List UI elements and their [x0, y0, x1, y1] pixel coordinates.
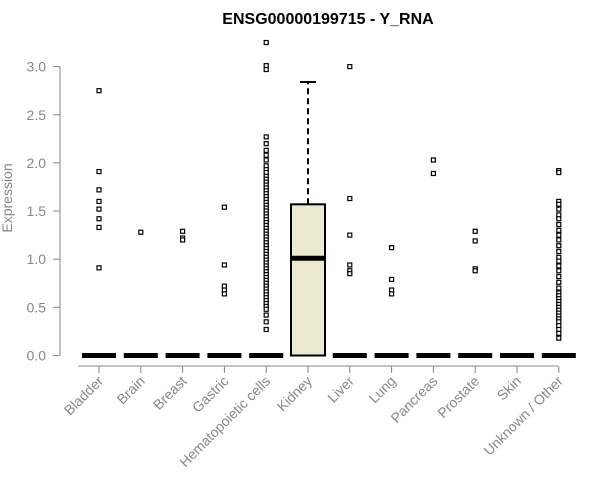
- outlier-point: [96, 224, 102, 231]
- outlier-point: [96, 216, 102, 222]
- outlier-point: [556, 237, 562, 243]
- outlier-point: [430, 170, 436, 177]
- outlier-point: [347, 195, 353, 202]
- outlier-point: [96, 88, 102, 94]
- outlier-point: [180, 237, 186, 243]
- outlier-point: [556, 169, 562, 176]
- outlier-point: [556, 279, 562, 285]
- outlier-point: [263, 157, 269, 163]
- outlier-point: [556, 285, 562, 291]
- outlier-point: [96, 168, 102, 175]
- outlier-point: [263, 141, 269, 147]
- outlier-point: [556, 248, 562, 255]
- box-group: [541, 168, 576, 358]
- box-group: [458, 228, 493, 358]
- x-tick-label: Bladder: [61, 373, 107, 419]
- x-tick-label: Lung: [365, 373, 398, 406]
- box-group: [82, 88, 116, 358]
- outlier-point: [263, 319, 269, 325]
- outlier-point: [472, 228, 478, 234]
- outlier-point: [389, 276, 395, 283]
- outlier-point: [472, 238, 478, 244]
- outlier-point: [263, 312, 269, 318]
- outlier-point: [556, 201, 562, 207]
- box-group: [207, 204, 242, 358]
- outlier-point: [263, 39, 269, 46]
- x-tick-label: Unknown / Other: [480, 373, 566, 459]
- y-axis-label: Expression: [0, 163, 15, 232]
- outlier-point: [556, 221, 562, 228]
- y-tick-label: 2.0: [27, 155, 47, 171]
- box-group: [165, 228, 200, 358]
- box-group: [374, 245, 409, 358]
- box-group: [249, 39, 284, 358]
- outlier-point: [556, 263, 562, 269]
- chart-title: ENSG00000199715 - Y_RNA: [222, 11, 434, 28]
- outlier-point: [556, 273, 562, 280]
- plot-marks: [82, 39, 576, 358]
- outlier-point: [556, 216, 562, 222]
- outlier-point: [263, 306, 269, 312]
- x-tick-label: Liver: [324, 373, 357, 406]
- box-group: [416, 157, 451, 358]
- outlier-point: [556, 335, 562, 341]
- outlier-point: [556, 243, 562, 249]
- outlier-point: [556, 330, 562, 336]
- outlier-point: [180, 228, 186, 234]
- x-tick-label: Skin: [494, 373, 525, 404]
- outlier-point: [347, 262, 353, 268]
- x-tick-label: Brain: [113, 373, 147, 407]
- outlier-point: [556, 232, 562, 238]
- outlier-point: [556, 206, 562, 212]
- outlier-point: [96, 206, 102, 212]
- y-tick-label: 2.5: [27, 107, 47, 123]
- box-group: [332, 63, 367, 358]
- outlier-point: [221, 291, 227, 297]
- outlier-point: [556, 258, 562, 264]
- outlier-point: [263, 152, 269, 158]
- outlier-point: [347, 271, 353, 277]
- outlier-point: [96, 198, 102, 205]
- box-group: [123, 229, 158, 358]
- outlier-point: [347, 232, 353, 238]
- outlier-point: [556, 268, 562, 274]
- outlier-point: [96, 265, 102, 271]
- outlier-point: [138, 229, 144, 235]
- y-tick-label: 1.0: [27, 251, 47, 267]
- outlier-point: [221, 204, 227, 210]
- outlier-point: [389, 245, 395, 251]
- outlier-point: [347, 63, 353, 70]
- outlier-point: [263, 134, 269, 140]
- y-tick-label: 0.5: [27, 299, 47, 315]
- outlier-point: [430, 157, 436, 163]
- outlier-point: [263, 66, 269, 73]
- outlier-point: [263, 326, 269, 333]
- x-tick-label: Prostate: [434, 373, 482, 421]
- box-iqr: [290, 203, 326, 357]
- box-group: [290, 81, 326, 357]
- x-tick-label: Kidney: [274, 373, 316, 415]
- outlier-point: [556, 227, 562, 233]
- outlier-point: [263, 147, 269, 153]
- y-tick-label: 0.0: [27, 348, 47, 364]
- outlier-point: [472, 268, 478, 274]
- y-tick-label: 1.5: [27, 203, 47, 219]
- y-ticks: 0.0 0.5 1.0 1.5 2.0 2.5 3.0: [27, 59, 60, 364]
- outlier-point: [389, 291, 395, 297]
- y-tick-label: 3.0: [27, 59, 47, 75]
- x-tick-label: Breast: [150, 373, 190, 413]
- outlier-point: [96, 187, 102, 193]
- outlier-point: [221, 262, 227, 268]
